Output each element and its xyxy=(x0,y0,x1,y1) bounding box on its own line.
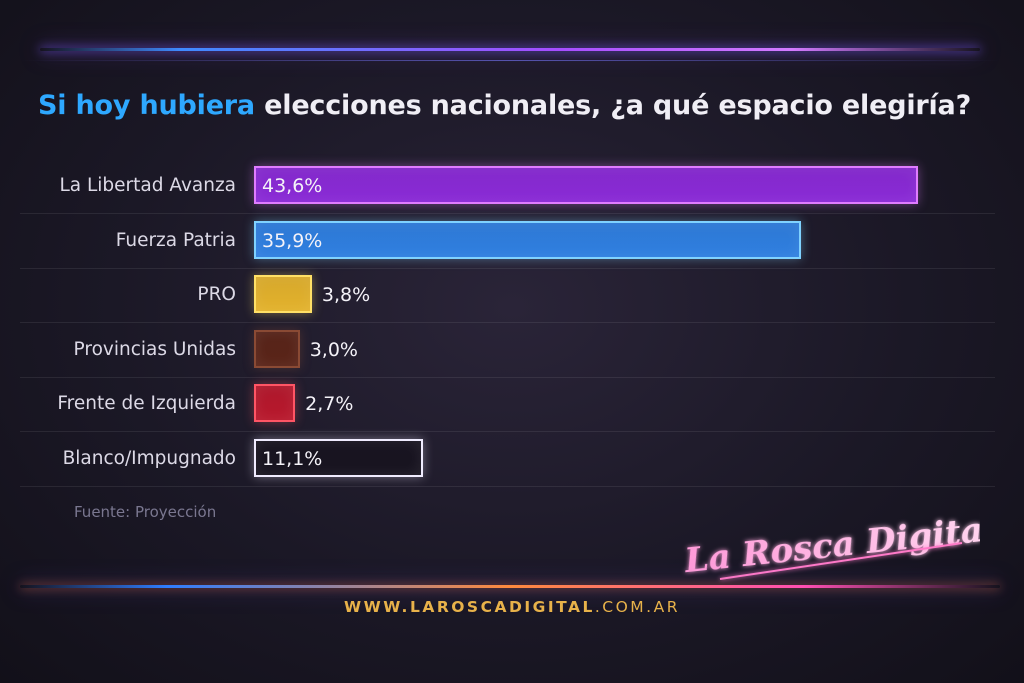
value-label: 43,6% xyxy=(262,175,323,197)
row-separator xyxy=(20,213,995,214)
bar xyxy=(254,166,918,204)
bar-row: Fuerza Patria 35,9% xyxy=(0,220,1000,274)
bar-row: PRO 3,8% xyxy=(0,274,1000,328)
category-label: Provincias Unidas xyxy=(73,338,236,360)
category-label: Blanco/Impugnado xyxy=(62,448,236,469)
footer-url-main: WWW.LAROSCADIGITAL xyxy=(344,598,595,616)
svg-text:La Rosca Digital: La Rosca Digital xyxy=(682,509,980,582)
bar-row: La Libertad Avanza 43,6% xyxy=(0,165,1000,219)
category-label: Frente de Izquierda xyxy=(57,393,236,415)
bar-row: Blanco/Impugnado 11,1% xyxy=(0,438,1000,492)
bottom-neon-line xyxy=(20,585,1000,588)
la-rosca-digital-logo: La Rosca Digital xyxy=(682,509,980,582)
row-separator xyxy=(20,431,995,433)
bar xyxy=(254,384,296,423)
value-label: 2,7% xyxy=(305,393,354,416)
top-neon-line xyxy=(40,48,980,51)
bar xyxy=(254,439,424,477)
row-separator xyxy=(20,486,995,487)
chart-title: Si hoy hubiera elecciones nacionales, ¿a… xyxy=(38,90,998,121)
top-neon-glow xyxy=(20,60,1000,61)
row-separator xyxy=(20,376,995,378)
bar-row: Frente de Izquierda 2,7% xyxy=(0,383,1000,437)
bar xyxy=(254,220,801,259)
value-label: 11,1% xyxy=(262,448,323,470)
category-label: PRO xyxy=(197,284,236,306)
value-label: 3,8% xyxy=(321,284,371,307)
row-separator xyxy=(20,267,995,269)
footer-website[interactable]: WWW.LAROSCADIGITAL.COM.AR xyxy=(0,598,1024,616)
source-note: Fuente: Proyección xyxy=(74,503,217,521)
value-label: 3,0% xyxy=(309,338,358,361)
chart-title-highlight: Si hoy hubiera xyxy=(38,90,255,121)
bar xyxy=(254,329,300,368)
chart-title-rest: elecciones nacionales, ¿a qué espacio el… xyxy=(254,90,972,121)
row-separator xyxy=(20,322,995,324)
category-label: Fuerza Patria xyxy=(115,229,236,251)
footer-url-tld: .COM.AR xyxy=(594,598,680,616)
bar xyxy=(254,275,312,314)
value-label: 35,9% xyxy=(262,229,323,252)
bar-row: Provincias Unidas 3,0% xyxy=(0,329,1000,383)
category-label: La Libertad Avanza xyxy=(59,175,236,196)
